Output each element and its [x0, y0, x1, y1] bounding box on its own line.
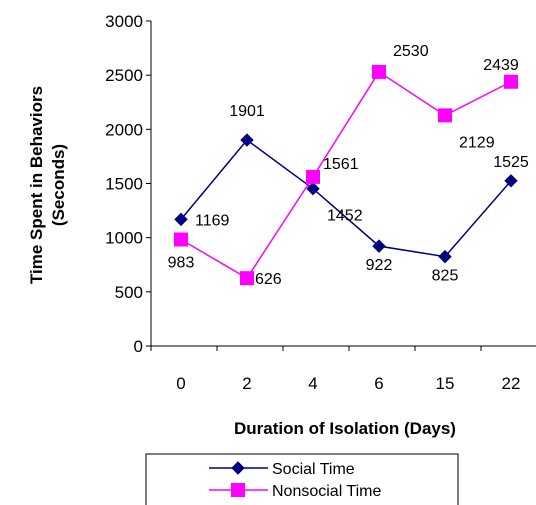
legend-label: Nonsocial Time [272, 483, 381, 500]
legend-marker [231, 461, 245, 475]
y-axis-title-line1: Time Spent in Behaviors [27, 86, 46, 284]
data-point [174, 212, 188, 227]
series-layer [174, 64, 518, 286]
data-point [372, 239, 386, 253]
x-tick-label: 15 [436, 374, 455, 393]
data-label: 1169 [195, 212, 230, 229]
y-axis-title: Time Spent in Behaviors (Seconds) [27, 86, 68, 284]
legend: Social Time Nonsocial Time [145, 453, 459, 505]
data-label: 2129 [459, 134, 495, 151]
y-tick-label: 0 [134, 337, 143, 356]
data-point [240, 271, 254, 286]
y-tick-label: 3000 [105, 12, 143, 31]
data-label: 2439 [483, 57, 519, 74]
series-nonsocial-time [174, 64, 518, 286]
y-tick-label: 2000 [105, 120, 143, 139]
data-label: 1901 [229, 103, 265, 120]
data-point [240, 133, 254, 147]
data-label: 1525 [493, 154, 529, 171]
data-label: 1561 [323, 156, 359, 173]
data-label: 922 [366, 257, 393, 274]
y-tick-label: 500 [115, 283, 143, 302]
legend-box [145, 453, 459, 505]
data-point [438, 249, 452, 264]
x-tick-label: 4 [308, 374, 317, 393]
y-tick-label: 1500 [105, 175, 143, 194]
series-line [180, 139, 512, 258]
x-tick-label: 6 [374, 374, 383, 393]
data-label: 1452 [327, 208, 363, 225]
data-point [306, 181, 320, 196]
legend-marker [231, 483, 245, 497]
x-ticks: 0 2 4 6 15 22 [150, 346, 521, 393]
series-line [180, 70, 512, 280]
x-tick-label: 0 [176, 374, 185, 393]
y-ticks: 0 500 1000 1500 2000 2500 3000 [105, 12, 151, 356]
data-label: 983 [168, 255, 195, 272]
data-labels: 1169 1901 1452 922 825 1525 983 626 1561 2530 2129… [168, 43, 529, 288]
y-tick-label: 2500 [105, 66, 143, 85]
x-tick-label: 2 [242, 374, 251, 393]
data-point [504, 174, 518, 188]
data-point [174, 232, 188, 247]
x-axis-title: Duration of Isolation (Days) [234, 419, 456, 438]
data-point [306, 169, 320, 184]
data-point [504, 74, 518, 89]
data-point [438, 108, 452, 123]
series-social-time [174, 133, 518, 264]
y-axis-title-line2: (Seconds) [49, 144, 68, 226]
y-tick-label: 1000 [105, 229, 143, 248]
legend-label: Social Time [272, 461, 355, 478]
data-label: 825 [432, 268, 459, 285]
data-point [372, 64, 386, 79]
data-label: 626 [255, 271, 282, 288]
data-label: 2530 [393, 43, 429, 60]
x-tick-label: 22 [502, 374, 521, 393]
